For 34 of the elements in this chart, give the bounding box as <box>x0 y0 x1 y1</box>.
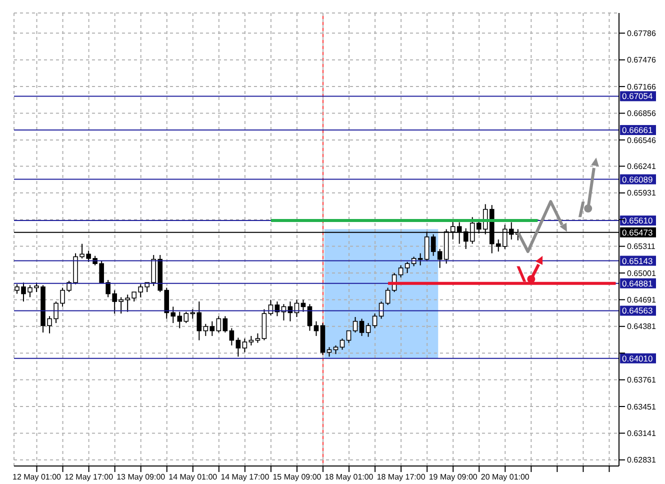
y-tick-label: 0.64691 <box>627 296 656 305</box>
y-tick-label: 0.67786 <box>627 28 656 38</box>
ref-line-label: 0.67054 <box>622 91 653 102</box>
y-tick-label: 0.64381 <box>627 322 656 332</box>
y-tick-label: 0.62831 <box>627 456 656 465</box>
y-tick-label: 0.66241 <box>627 162 656 172</box>
ref-line-label: 0.65610 <box>622 216 653 226</box>
x-tick-label: 20 May 01:00 <box>480 472 530 482</box>
ref-line-label: 0.65143 <box>622 256 653 266</box>
ref-line-label: 0.64010 <box>622 353 653 364</box>
y-tick-label: 0.63141 <box>627 429 656 438</box>
y-tick-label: 0.65311 <box>627 242 656 252</box>
y-tick-label: 0.65931 <box>627 188 656 198</box>
y-tick-label: 0.67166 <box>627 82 656 92</box>
ref-line-label: 0.64563 <box>622 306 653 316</box>
x-tick-label: 15 May 09:00 <box>272 472 322 482</box>
x-tick-label: 12 May 01:00 <box>12 472 62 482</box>
x-tick-label: 14 May 17:00 <box>220 472 270 482</box>
ref-line-label: 0.66661 <box>622 125 653 136</box>
x-tick-label: 18 May 17:00 <box>376 472 426 482</box>
x-tick-label: 13 May 09:00 <box>116 472 166 482</box>
y-tick-label: 0.63761 <box>627 376 656 385</box>
ref-line-label: 0.64881 <box>622 278 653 288</box>
ref-line-label: 0.65473 <box>622 227 653 238</box>
x-tick-label: 14 May 01:00 <box>168 472 218 482</box>
y-tick-label: 0.66546 <box>627 136 656 145</box>
ref-line-label: 0.66089 <box>622 174 653 184</box>
y-tick-label: 0.65001 <box>627 268 656 278</box>
y-tick-label: 0.66856 <box>627 109 656 118</box>
y-tick-label: 0.67476 <box>627 56 656 65</box>
x-tick-label: 12 May 17:00 <box>64 472 114 482</box>
y-tick-label: 0.63451 <box>627 402 656 412</box>
x-tick-label: 19 May 09:00 <box>428 472 478 482</box>
x-tick-label: 18 May 01:00 <box>324 472 374 482</box>
